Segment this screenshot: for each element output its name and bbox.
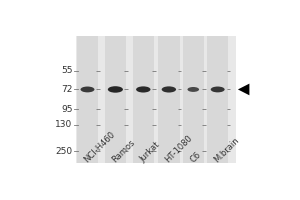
- FancyBboxPatch shape: [105, 36, 126, 163]
- FancyBboxPatch shape: [207, 36, 228, 163]
- Text: Ramos: Ramos: [110, 138, 137, 164]
- Text: NCI-H460: NCI-H460: [82, 129, 117, 164]
- Text: HT-1080: HT-1080: [164, 133, 195, 164]
- FancyBboxPatch shape: [183, 36, 204, 163]
- Ellipse shape: [188, 87, 199, 92]
- Text: 95: 95: [61, 105, 72, 114]
- Text: 72: 72: [61, 85, 72, 94]
- FancyBboxPatch shape: [133, 36, 154, 163]
- FancyBboxPatch shape: [158, 36, 180, 163]
- FancyBboxPatch shape: [76, 36, 236, 163]
- Text: 130: 130: [55, 120, 72, 129]
- FancyBboxPatch shape: [77, 36, 98, 163]
- Ellipse shape: [80, 87, 94, 92]
- Ellipse shape: [136, 86, 151, 93]
- Text: Jurkat: Jurkat: [138, 140, 162, 164]
- Polygon shape: [238, 84, 249, 95]
- Text: 250: 250: [55, 147, 72, 156]
- Ellipse shape: [162, 86, 176, 93]
- Text: M.brain: M.brain: [212, 135, 241, 164]
- Text: 55: 55: [61, 66, 72, 75]
- Text: C6: C6: [188, 150, 202, 164]
- Ellipse shape: [108, 86, 123, 93]
- Ellipse shape: [211, 87, 225, 92]
